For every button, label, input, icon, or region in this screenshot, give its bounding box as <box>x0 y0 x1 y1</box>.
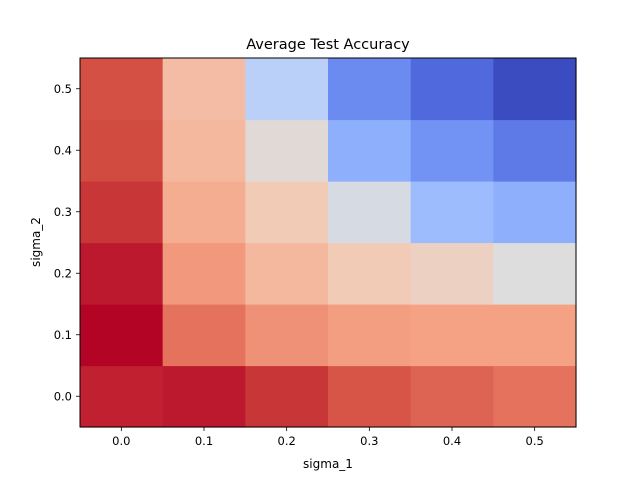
y-tick-label: 0.5 <box>54 82 72 96</box>
heatmap-cell <box>410 365 494 428</box>
heatmap-cells <box>80 58 577 428</box>
heatmap-cell <box>328 304 412 367</box>
heatmap-cell <box>80 242 164 305</box>
y-tick-label: 0.1 <box>54 328 72 342</box>
heatmap-cell <box>245 119 329 182</box>
heatmap-cell <box>80 58 164 121</box>
heatmap-cell <box>493 181 577 244</box>
x-tick-label: 0.3 <box>360 434 378 448</box>
heatmap-cell <box>80 304 164 367</box>
heatmap-cell <box>328 181 412 244</box>
plot-frame <box>79 57 577 428</box>
x-tick-label: 0.1 <box>195 434 213 448</box>
heatmap-cell <box>410 304 494 367</box>
heatmap-cell <box>162 242 246 305</box>
x-tick-label: 0.2 <box>278 434 296 448</box>
heatmap-cell <box>80 365 164 428</box>
heatmap-cell <box>245 365 329 428</box>
heatmap-cell <box>245 242 329 305</box>
heatmap-cell <box>328 119 412 182</box>
heatmap-cell <box>493 365 577 428</box>
heatmap-cell <box>410 181 494 244</box>
heatmap-cell <box>410 119 494 182</box>
heatmap-cell <box>80 181 164 244</box>
y-tick-label: 0.0 <box>54 389 72 403</box>
heatmap-cell <box>410 58 494 121</box>
y-axis-label: sigma_2 <box>29 217 43 267</box>
heatmap-cell <box>245 181 329 244</box>
heatmap-cell <box>162 58 246 121</box>
chart-title: Average Test Accuracy <box>246 37 410 53</box>
heatmap-cell <box>410 242 494 305</box>
y-tick-label: 0.3 <box>54 205 72 219</box>
heatmap-cell <box>245 304 329 367</box>
x-axis-label: sigma_1 <box>303 457 353 471</box>
x-tick-label: 0.4 <box>443 434 461 448</box>
x-tick-label: 0.0 <box>112 434 130 448</box>
heatmap-cell <box>328 242 412 305</box>
heatmap-cell <box>162 304 246 367</box>
heatmap-cell <box>493 58 577 121</box>
heatmap-cell <box>493 242 577 305</box>
heatmap-cell <box>80 119 164 182</box>
heatmap-cell <box>245 58 329 121</box>
heatmap-cell <box>493 119 577 182</box>
heatmap-cell <box>493 304 577 367</box>
heatmap-cell <box>328 365 412 428</box>
heatmap-cell <box>162 365 246 428</box>
y-tick-label: 0.4 <box>54 143 72 157</box>
y-axis-ticks: 0.0 0.1 0.2 0.3 0.4 0.5 <box>54 82 80 403</box>
heatmap-cell <box>162 119 246 182</box>
x-tick-label: 0.5 <box>526 434 544 448</box>
heatmap-cell <box>328 58 412 121</box>
heatmap-cell <box>162 181 246 244</box>
y-tick-label: 0.2 <box>54 266 72 280</box>
x-axis-ticks: 0.0 0.1 0.2 0.3 0.4 0.5 <box>112 427 544 448</box>
